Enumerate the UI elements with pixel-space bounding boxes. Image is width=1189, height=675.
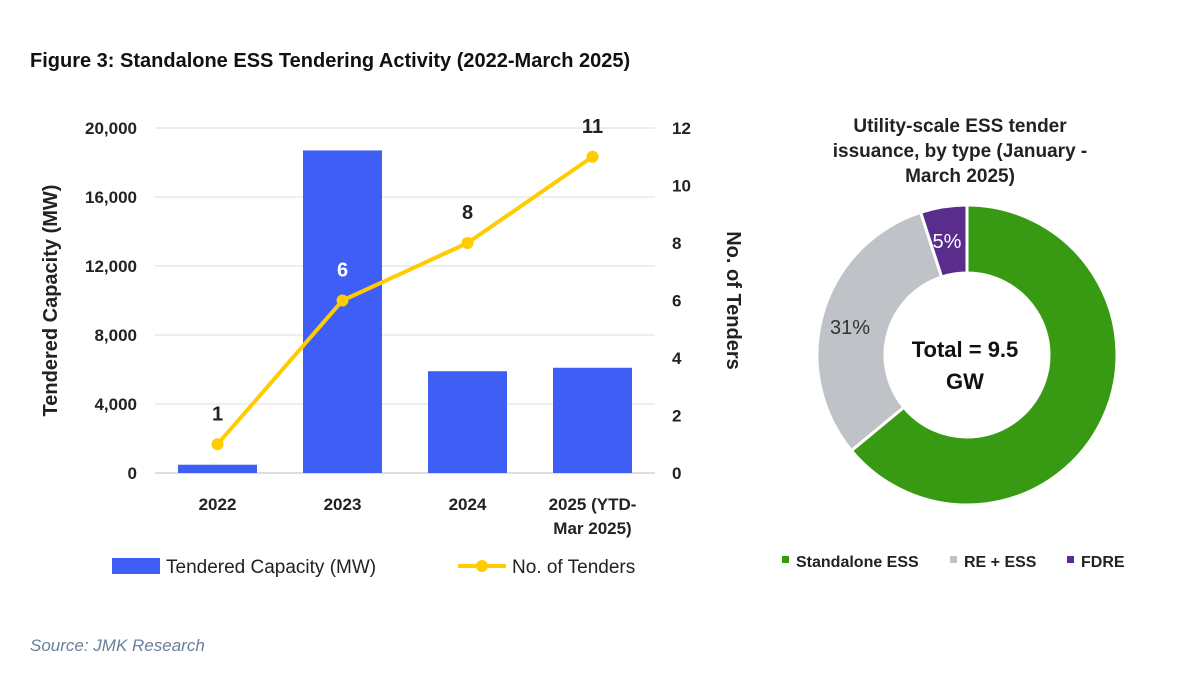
bar-2023	[303, 150, 382, 474]
line-point	[336, 294, 349, 307]
data-label: 8	[462, 202, 473, 224]
x-tick-label: 2022	[199, 495, 237, 514]
y-axis-label: Tendered Capacity (MW)	[40, 185, 62, 417]
line-point	[461, 237, 474, 249]
y-tick-label: 8,000	[94, 326, 137, 345]
x-tick-label: Mar 2025)	[553, 519, 631, 538]
legend-swatch-bar	[112, 558, 160, 574]
data-label: 1	[212, 403, 223, 425]
bar-2022	[178, 464, 257, 473]
donut-slice-label: 64%	[970, 398, 1010, 420]
legend-swatch-re-ess	[950, 556, 957, 563]
x-tick-label: 2023	[324, 495, 362, 514]
legend-label: Standalone ESS	[796, 554, 919, 571]
legend-label: FDRE	[1081, 554, 1125, 571]
line-point	[586, 150, 599, 163]
y-tick-label: 16,000	[85, 188, 137, 207]
donut-slice-fdre	[918, 203, 969, 279]
donut-slice-label: 5%	[933, 231, 962, 253]
donut-center-label: Total = 9.5	[912, 337, 1019, 362]
donut-slice-re-ess	[815, 210, 944, 453]
line-no-of-tenders	[215, 155, 594, 446]
donut-center-label: GW	[946, 369, 984, 394]
bar-2024	[428, 371, 507, 473]
y2-tick-label: 6	[672, 292, 681, 311]
legend-label-line: No. of Tenders	[512, 557, 635, 578]
data-label: 6	[337, 260, 348, 282]
bar-2025 (YTD-	[553, 367, 632, 473]
y-tick-label: 4,000	[94, 395, 137, 414]
donut-title: Utility-scale ESS tender	[853, 116, 1067, 137]
legend-label-bar: Tendered Capacity (MW)	[166, 557, 376, 578]
y2-tick-label: 0	[672, 464, 681, 483]
y-tick-label: 12,000	[85, 257, 137, 276]
x-tick-label: 2025 (YTD-	[549, 495, 637, 514]
y-tick-label: 20,000	[85, 119, 137, 138]
legend-swatch-fdre	[1067, 556, 1074, 563]
y2-tick-label: 4	[672, 349, 682, 368]
source-note: Source: JMK Research	[30, 636, 205, 655]
y2-tick-label: 10	[672, 177, 691, 196]
data-label: 11	[582, 116, 603, 138]
y2-tick-label: 8	[672, 234, 681, 253]
x-tick-label: 2024	[449, 495, 487, 514]
figure-title: Figure 3: Standalone ESS Tendering Activ…	[30, 50, 631, 72]
donut-title: March 2025)	[905, 166, 1015, 187]
y2-tick-label: 2	[672, 407, 681, 426]
line-point	[211, 438, 224, 451]
legend-swatch-standalone-ess	[782, 556, 789, 563]
donut-slice-label: 31%	[830, 317, 870, 339]
legend-swatch-marker	[476, 560, 488, 572]
y2-tick-label: 12	[672, 119, 691, 138]
donut-title: issuance, by type (January -	[833, 141, 1088, 162]
donut-slice-standalone-ess	[849, 203, 1119, 507]
y2-axis-label: No. of Tenders	[722, 231, 744, 370]
y-tick-label: 0	[128, 464, 137, 483]
legend-label: RE + ESS	[964, 554, 1037, 571]
